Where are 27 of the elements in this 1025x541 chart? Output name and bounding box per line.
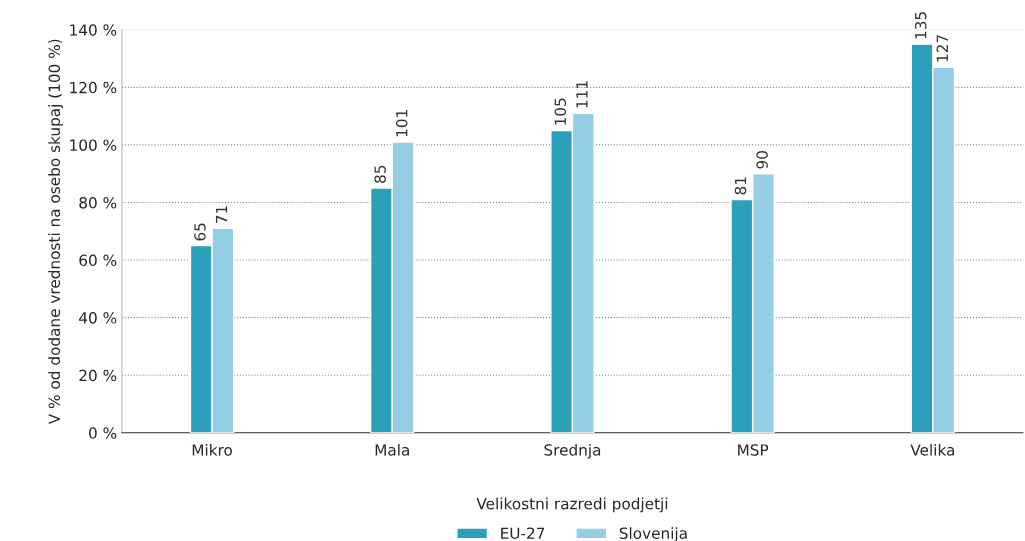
- legend-label: Slovenija: [619, 527, 687, 541]
- y-tick-label: 40 %: [79, 312, 117, 324]
- data-label: 105: [554, 98, 567, 125]
- data-label: 85: [374, 165, 386, 183]
- legend-label: EU-27: [501, 527, 545, 539]
- y-tick-label: 140 %: [70, 24, 117, 36]
- x-axis-title: Velikostni razredi podjetji: [476, 497, 668, 513]
- data-label: 71: [215, 206, 228, 223]
- data-label: 127: [936, 35, 948, 62]
- x-tick-label: Mala: [375, 443, 409, 456]
- x-tick-label: MSP: [738, 444, 769, 456]
- y-tick-label: 100 %: [70, 139, 117, 151]
- x-tick-label: Mikro: [192, 443, 233, 456]
- y-tick-label: 120 %: [70, 81, 117, 94]
- x-tick-label: Velika: [910, 443, 955, 456]
- data-label: 65: [194, 223, 206, 241]
- data-label: 135: [914, 12, 927, 39]
- y-tick-label: 80 %: [79, 196, 117, 209]
- y-tick-label: 20 %: [79, 369, 117, 382]
- x-tick-label: Srednja: [544, 443, 601, 459]
- data-label: 101: [395, 110, 408, 137]
- data-label: 90: [756, 151, 768, 169]
- y-tick-label: 60 %: [79, 254, 117, 267]
- y-axis-title: V % od dodane vrednosti na osebo skupaj (100 %): [48, 39, 64, 425]
- data-label: 111: [576, 81, 588, 108]
- data-label: 81: [734, 177, 747, 195]
- y-tick-label: 0 %: [89, 427, 117, 439]
